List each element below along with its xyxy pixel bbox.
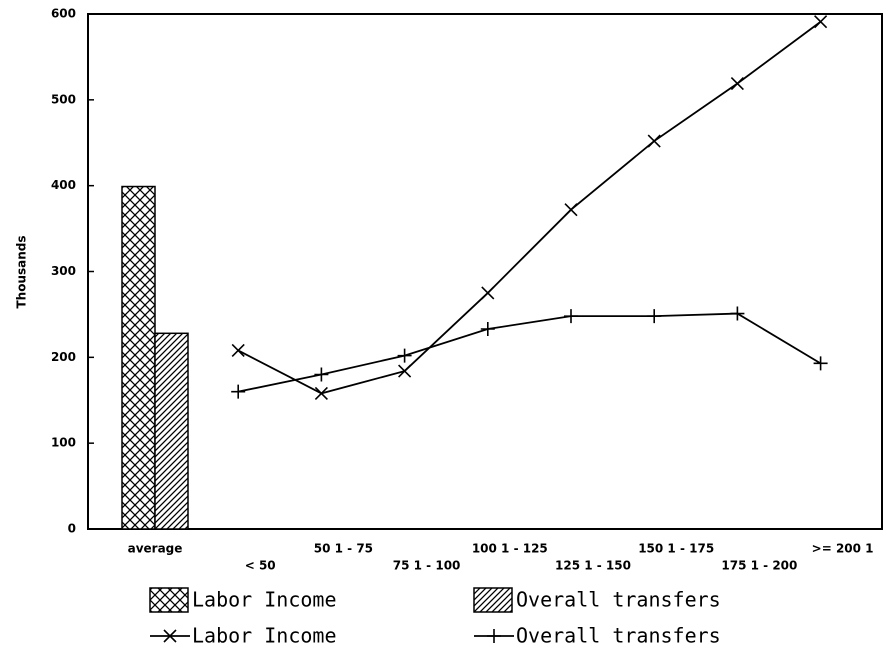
y-tick-label: 500 bbox=[51, 92, 76, 106]
marker bbox=[163, 629, 177, 643]
marker bbox=[564, 309, 578, 324]
legend-item: Labor Income bbox=[150, 624, 337, 648]
legend-label: Labor Income bbox=[192, 624, 337, 648]
y-tick-label: 600 bbox=[51, 7, 76, 21]
x-tick-label: >= 200 1 bbox=[812, 542, 874, 556]
legend-item: Labor Income bbox=[149, 587, 337, 613]
x-tick-label: average bbox=[128, 542, 183, 556]
marker bbox=[314, 367, 329, 382]
marker bbox=[730, 306, 745, 321]
y-tick-label: 400 bbox=[51, 178, 76, 192]
line bbox=[238, 312, 822, 393]
x-tick-label: 125 1 - 150 bbox=[555, 559, 631, 573]
marker bbox=[398, 364, 412, 378]
x-tick-label: 75 1 - 100 bbox=[393, 559, 461, 573]
y-tick-label: 0 bbox=[68, 522, 76, 536]
marker bbox=[231, 384, 246, 399]
marker bbox=[487, 629, 501, 643]
x-tick-label: 150 1 - 175 bbox=[638, 542, 714, 556]
marker bbox=[647, 134, 661, 148]
marker bbox=[647, 309, 662, 324]
marker bbox=[480, 322, 495, 337]
x-tick-label: 175 1 - 200 bbox=[721, 559, 797, 573]
marker bbox=[813, 356, 828, 371]
bar bbox=[121, 185, 156, 530]
legend-swatch bbox=[473, 587, 513, 613]
legend-swatch bbox=[149, 587, 189, 613]
legend-label: Overall transfers bbox=[516, 588, 721, 612]
marker bbox=[564, 203, 578, 217]
y-axis-label: Thousands bbox=[15, 235, 29, 308]
marker bbox=[314, 386, 328, 400]
legend-label: Labor Income bbox=[192, 588, 337, 612]
x-tick-label: 100 1 - 125 bbox=[472, 542, 548, 556]
legend-item: Overall transfers bbox=[473, 587, 721, 613]
plot-frame bbox=[87, 13, 883, 530]
legend-label: Overall transfers bbox=[516, 624, 721, 648]
legend-item: Overall transfers bbox=[474, 624, 721, 648]
y-tick-label: 300 bbox=[51, 264, 76, 278]
x-tick-label: 50 1 - 75 bbox=[314, 542, 373, 556]
y-tick-label: 100 bbox=[51, 436, 76, 450]
bar bbox=[154, 332, 189, 530]
marker bbox=[397, 348, 412, 363]
marker bbox=[231, 343, 245, 358]
y-tick-label: 200 bbox=[51, 350, 76, 364]
marker bbox=[481, 286, 495, 300]
marker bbox=[730, 76, 744, 91]
marker bbox=[814, 15, 828, 29]
x-tick-label: < 50 bbox=[245, 559, 276, 573]
line bbox=[237, 21, 822, 395]
